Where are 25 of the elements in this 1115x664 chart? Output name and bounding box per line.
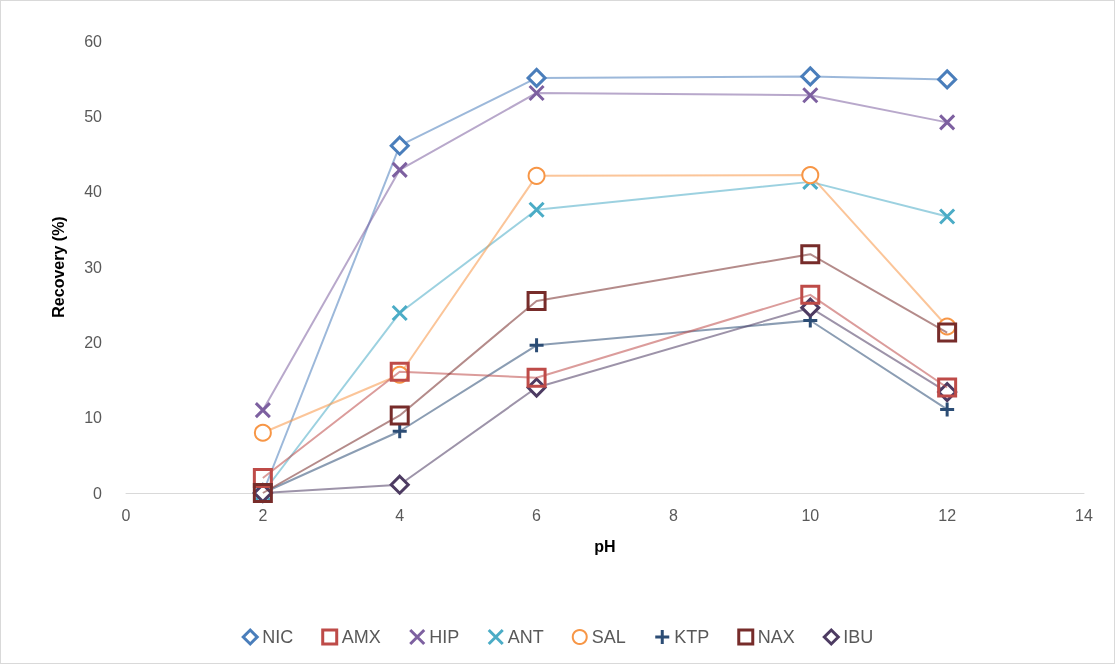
x-tick-label: 14: [1075, 506, 1093, 524]
legend-label: IBU: [843, 627, 874, 647]
legend-label: SAL: [591, 627, 626, 647]
x-tick-label: 10: [801, 506, 820, 524]
legend-label: KTP: [674, 627, 710, 647]
y-tick-label: 40: [84, 183, 103, 201]
x-tick-label: 6: [532, 506, 542, 524]
y-tick-label: 50: [84, 107, 103, 125]
x-axis-title: pH: [594, 537, 616, 555]
y-tick-label: 0: [93, 484, 103, 502]
x-tick-label: 2: [258, 506, 268, 524]
legend-label: NIC: [262, 627, 294, 647]
y-tick-label: 20: [84, 333, 103, 351]
x-tick-label: 12: [938, 506, 957, 524]
legend-label: NAX: [757, 627, 795, 647]
legend-label: HIP: [429, 627, 460, 647]
y-tick-label: 60: [84, 32, 103, 50]
y-axis-title: Recovery (%): [49, 216, 67, 318]
y-tick-label: 30: [84, 258, 103, 276]
x-tick-label: 4: [395, 506, 405, 524]
x-tick-label: 8: [668, 506, 678, 524]
legend-label: AMX: [341, 627, 381, 647]
legend-label: ANT: [507, 627, 544, 647]
y-tick-label: 10: [84, 409, 103, 427]
x-tick-label: 0: [121, 506, 131, 524]
